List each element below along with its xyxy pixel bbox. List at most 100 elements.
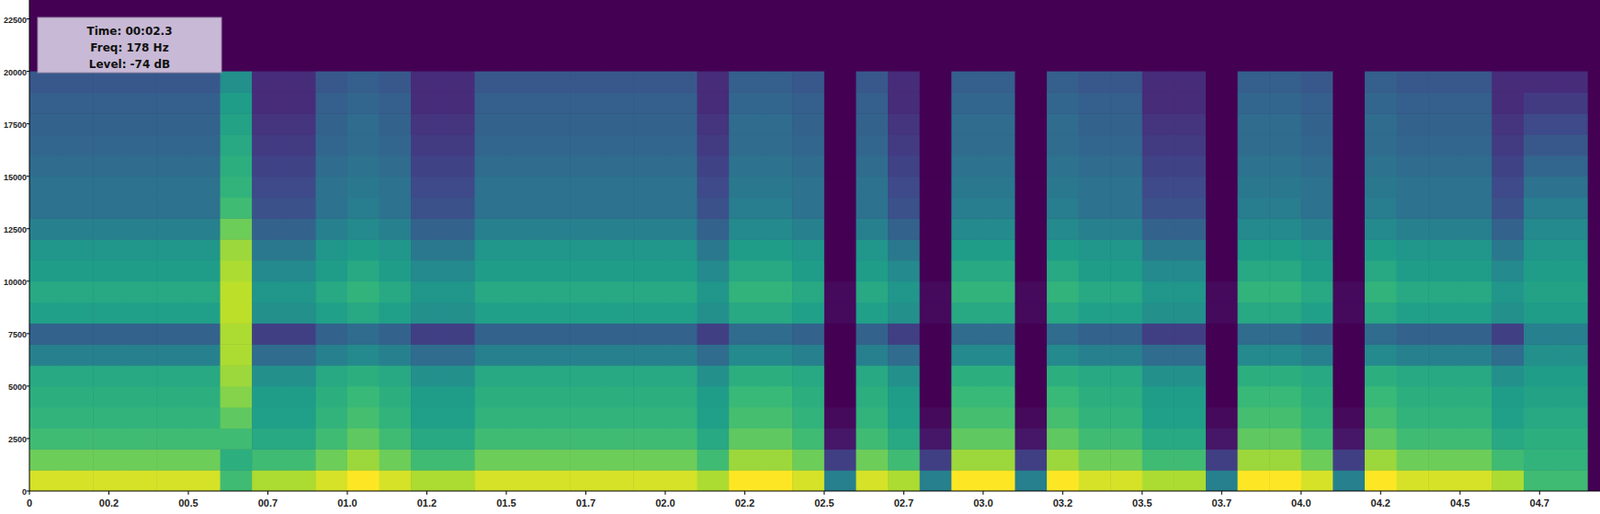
cell bbox=[29, 469, 62, 491]
cell bbox=[824, 428, 857, 450]
cell bbox=[633, 176, 666, 198]
cell bbox=[1460, 217, 1493, 239]
x-tick bbox=[108, 490, 110, 495]
cell bbox=[696, 260, 729, 282]
cell bbox=[728, 176, 761, 198]
cell bbox=[474, 469, 507, 491]
cell bbox=[1078, 281, 1112, 303]
cell bbox=[1364, 448, 1397, 470]
cell bbox=[1332, 364, 1365, 386]
cell bbox=[251, 469, 284, 491]
cell bbox=[61, 322, 94, 344]
cell bbox=[474, 134, 507, 156]
cell bbox=[1332, 134, 1365, 156]
cell bbox=[1332, 155, 1365, 177]
cell bbox=[887, 281, 920, 303]
cell bbox=[474, 428, 507, 450]
cell bbox=[538, 176, 571, 198]
cell bbox=[1110, 113, 1143, 135]
cell bbox=[156, 302, 189, 324]
cell bbox=[1332, 469, 1365, 491]
cell bbox=[1110, 322, 1143, 344]
cell bbox=[315, 217, 348, 239]
cell bbox=[1396, 385, 1430, 408]
cell bbox=[1173, 113, 1206, 135]
cell bbox=[760, 134, 794, 156]
cell bbox=[665, 407, 698, 429]
cell bbox=[61, 302, 94, 324]
y-tick-label: 12500 bbox=[3, 225, 27, 235]
cell bbox=[1332, 71, 1365, 93]
cell bbox=[1078, 113, 1112, 135]
cell bbox=[251, 260, 284, 282]
cell bbox=[1364, 113, 1397, 135]
cell bbox=[1428, 113, 1461, 135]
x-tick bbox=[505, 490, 507, 495]
cell bbox=[601, 238, 635, 261]
cell bbox=[1078, 176, 1112, 198]
cell bbox=[1523, 71, 1556, 93]
cell bbox=[1205, 364, 1238, 386]
cell bbox=[410, 113, 443, 135]
cell bbox=[951, 281, 984, 303]
y-tick-label: 7500 bbox=[8, 329, 27, 340]
cell bbox=[601, 428, 635, 450]
cell bbox=[410, 364, 443, 386]
cell bbox=[379, 134, 412, 156]
cell bbox=[633, 238, 666, 261]
cell bbox=[1269, 176, 1302, 198]
cell bbox=[919, 428, 953, 450]
cell bbox=[1237, 448, 1271, 470]
cell bbox=[442, 281, 476, 303]
cell bbox=[1014, 155, 1047, 177]
cell bbox=[1014, 113, 1047, 135]
cell bbox=[1014, 448, 1047, 470]
cell bbox=[1523, 469, 1556, 491]
cell bbox=[188, 302, 221, 324]
cell bbox=[1364, 91, 1397, 114]
cell bbox=[887, 385, 920, 408]
cell bbox=[1269, 448, 1302, 470]
x-tick-label: 03.0 bbox=[973, 497, 993, 509]
cell bbox=[665, 302, 698, 324]
y-tick-label: 0 bbox=[22, 487, 27, 497]
cell bbox=[1428, 448, 1461, 470]
cell bbox=[824, 238, 857, 261]
cell bbox=[569, 217, 602, 239]
cell bbox=[29, 428, 62, 450]
cell bbox=[887, 217, 920, 239]
cell bbox=[919, 385, 953, 408]
cell bbox=[506, 322, 539, 344]
cell bbox=[919, 407, 953, 429]
cell bbox=[220, 407, 253, 429]
cell bbox=[474, 364, 507, 386]
cell bbox=[951, 260, 984, 282]
cell bbox=[855, 322, 888, 344]
cell bbox=[474, 155, 507, 177]
cell bbox=[410, 385, 443, 408]
cell bbox=[220, 281, 253, 303]
cell bbox=[1205, 322, 1238, 344]
cell bbox=[792, 176, 825, 198]
cell bbox=[1428, 385, 1461, 408]
cell bbox=[1491, 71, 1524, 93]
cell bbox=[1078, 217, 1112, 239]
cell bbox=[887, 134, 920, 156]
cell bbox=[919, 448, 953, 470]
cell bbox=[410, 155, 443, 177]
cell bbox=[1523, 197, 1556, 219]
y-tick bbox=[26, 332, 30, 334]
cell bbox=[1237, 197, 1271, 219]
cell bbox=[1142, 428, 1175, 450]
cell bbox=[665, 428, 698, 450]
cell bbox=[188, 217, 221, 239]
cell bbox=[156, 71, 189, 93]
cell bbox=[1269, 428, 1302, 450]
cell bbox=[506, 364, 539, 386]
cell bbox=[474, 343, 507, 365]
cell bbox=[1460, 302, 1493, 324]
cell bbox=[696, 469, 729, 491]
cell bbox=[665, 155, 698, 177]
cell bbox=[1301, 260, 1334, 282]
cell bbox=[251, 448, 284, 470]
